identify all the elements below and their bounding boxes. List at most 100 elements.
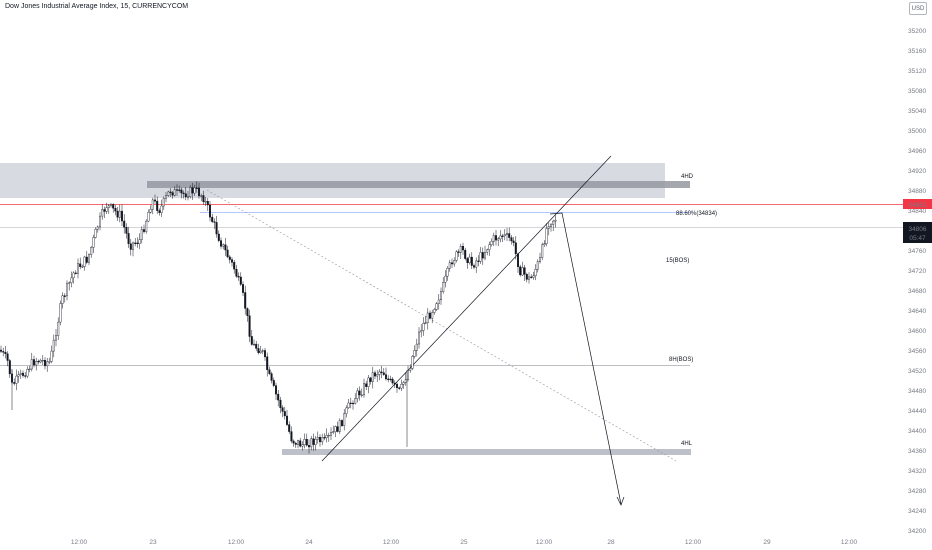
- candle-body: [76, 263, 79, 274]
- candle-body: [332, 431, 335, 433]
- currency-button[interactable]: USD: [909, 2, 927, 15]
- candle-body: [246, 308, 249, 317]
- candle-body: [310, 438, 313, 448]
- candle-body: [197, 187, 200, 197]
- candle-body: [17, 374, 20, 377]
- price-tick-label: 34320: [908, 468, 926, 475]
- candle-body: [215, 222, 218, 235]
- candle-body: [413, 350, 416, 357]
- symbol-title[interactable]: Dow Jones Industrial Average Index, 15, …: [5, 3, 189, 10]
- candle-body: [552, 220, 555, 225]
- time-tick-label: 12:00: [228, 539, 245, 546]
- candle-body: [65, 283, 68, 297]
- price-axis[interactable]: 35200 35160 35120 35080 35040 35000 34960 34920…: [903, 28, 932, 535]
- price-tick-label: 34560: [908, 348, 926, 355]
- candle-body: [411, 356, 414, 369]
- candle-body: [153, 199, 156, 202]
- candle-body: [374, 372, 377, 377]
- candle-body: [389, 378, 392, 381]
- candle-body: [543, 243, 546, 245]
- candle-body: [57, 321, 60, 336]
- candle-body: [68, 282, 71, 284]
- candle-body: [149, 209, 152, 213]
- candle-body: [184, 193, 187, 198]
- candle-body: [112, 204, 115, 209]
- candle-body: [257, 348, 260, 353]
- candle-body: [536, 261, 539, 270]
- ascending-trend-line[interactable]: [321, 155, 612, 462]
- price-tick-label: 34280: [908, 488, 926, 495]
- candle-body: [387, 378, 390, 380]
- demand-zone-4hl[interactable]: [282, 449, 691, 455]
- price-badge-last[interactable]: [903, 222, 932, 243]
- candle-body: [140, 229, 143, 240]
- dotted-trend-line[interactable]: [206, 189, 677, 462]
- label-8h-bos: 8H(BOS): [669, 357, 693, 363]
- supply-zone-4hd-inner[interactable]: [147, 181, 690, 188]
- candle-body: [503, 234, 506, 237]
- candle-body: [259, 350, 262, 353]
- candle-body: [424, 322, 427, 324]
- time-tick-label: 23: [149, 539, 157, 546]
- price-tick-label: 35200: [908, 28, 926, 35]
- time-tick-label: 29: [763, 539, 771, 546]
- candle-body: [343, 413, 346, 427]
- projection-path[interactable]: [549, 212, 622, 505]
- candle-body: [195, 187, 198, 189]
- candle-body: [448, 262, 451, 269]
- candle-body: [237, 276, 240, 278]
- candle-body: [305, 439, 308, 446]
- supply-zone-4hd[interactable]: [0, 163, 665, 198]
- candle-body: [352, 402, 355, 405]
- zones-layer: [0, 163, 691, 455]
- candle-body: [70, 277, 73, 283]
- candle-body: [63, 295, 66, 297]
- candle-body: [30, 359, 33, 370]
- candle-body: [228, 256, 231, 260]
- price-badge-red[interactable]: [903, 199, 932, 209]
- price-tick-label: 35080: [908, 88, 926, 95]
- time-tick-label: 12:00: [71, 539, 88, 546]
- candle-body: [200, 195, 203, 197]
- candle-body: [532, 275, 535, 278]
- candle-body: [365, 383, 368, 387]
- candle-body: [321, 437, 324, 443]
- candle-body: [451, 262, 454, 265]
- candle-body: [336, 426, 339, 432]
- price-tick-label: 34760: [908, 248, 926, 255]
- label-fib: 88.60%(34834): [676, 211, 717, 217]
- candle-body: [446, 268, 449, 277]
- candle-body: [37, 361, 40, 363]
- candle-body: [481, 252, 484, 259]
- candle-body: [248, 315, 251, 337]
- candle-body: [226, 249, 229, 258]
- price-tick-label: 34480: [908, 388, 926, 395]
- candle-body: [466, 258, 469, 264]
- candle-body: [442, 282, 445, 292]
- candle-body: [15, 375, 18, 384]
- candle-body: [83, 256, 86, 267]
- candle-body: [462, 245, 465, 251]
- candle-body: [283, 411, 286, 417]
- candle-body: [288, 424, 291, 432]
- candle-body: [429, 312, 432, 319]
- candle-body: [107, 205, 110, 208]
- candle-body: [116, 210, 119, 218]
- candle-body: [250, 336, 253, 345]
- candle-body: [437, 299, 440, 304]
- candle-body: [435, 303, 438, 310]
- candle-body: [341, 420, 344, 426]
- candle-body: [230, 259, 233, 263]
- price-tick-label: 34240: [908, 508, 926, 515]
- candle-body: [239, 276, 242, 285]
- candle-body: [369, 377, 372, 382]
- candle-body: [33, 359, 36, 366]
- time-axis[interactable]: 12:00 23 12:00 24 12:00 25 12:00 28 12:00 29 12:00: [71, 539, 858, 546]
- candle-body: [261, 350, 264, 352]
- candle-body: [81, 266, 84, 268]
- candle-body: [55, 335, 58, 341]
- candle-body: [459, 245, 462, 253]
- candle-body: [169, 191, 172, 193]
- candle-body: [268, 369, 271, 374]
